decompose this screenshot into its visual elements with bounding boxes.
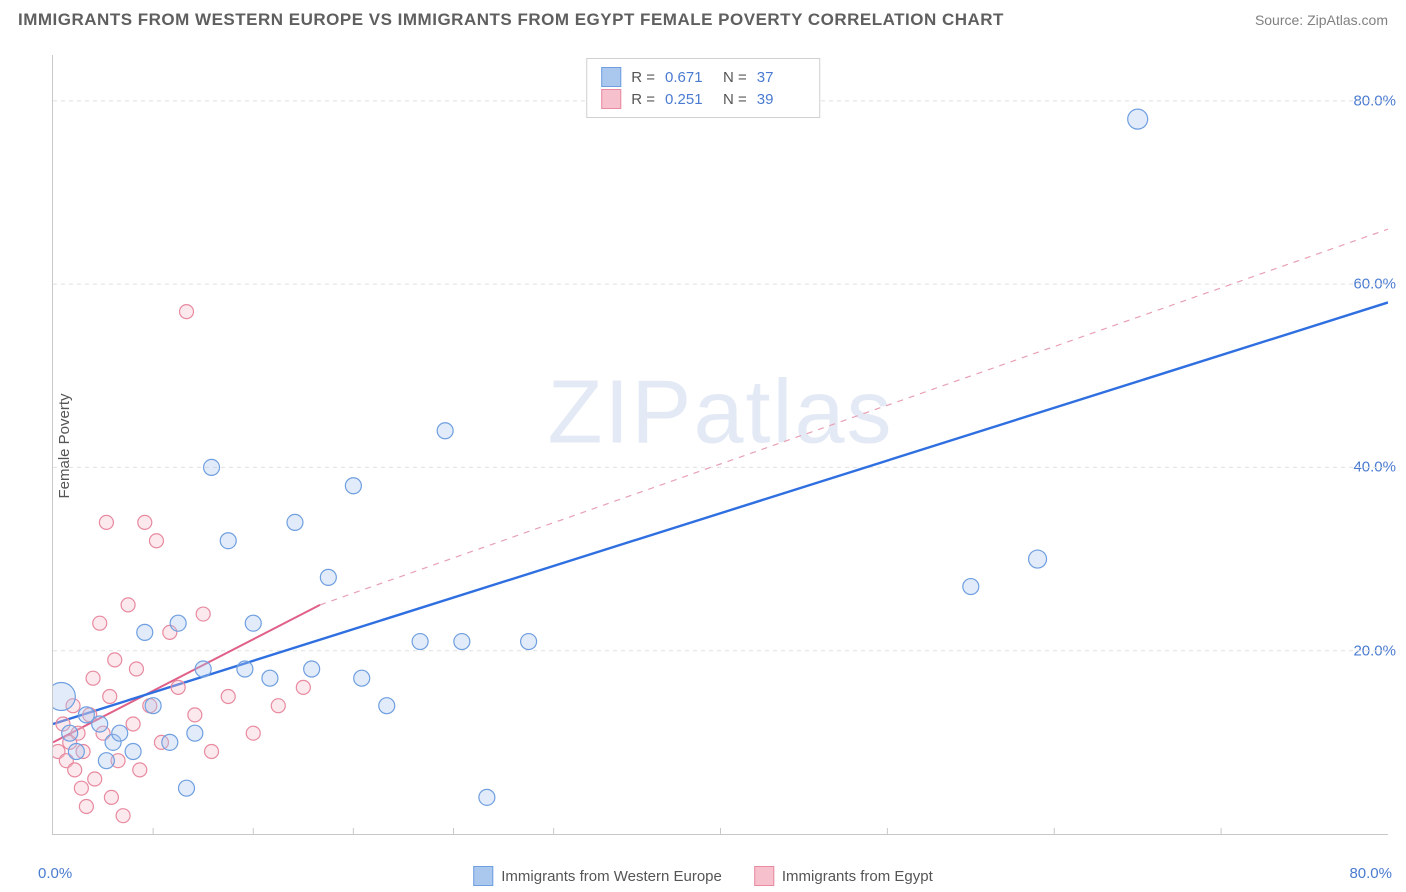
plot-area: ZIPatlas — [52, 55, 1388, 835]
r-label: R = — [631, 91, 655, 108]
n-value-0: 37 — [757, 69, 805, 86]
legend-label-0: Immigrants from Western Europe — [501, 868, 722, 885]
legend-item-1: Immigrants from Egypt — [754, 866, 933, 886]
n-value-1: 39 — [757, 91, 805, 108]
n-label: N = — [723, 91, 747, 108]
x-tick-min: 0.0% — [38, 865, 72, 882]
r-value-0: 0.671 — [665, 69, 713, 86]
stat-row-series-1: R = 0.251 N = 39 — [601, 89, 805, 109]
stat-legend: R = 0.671 N = 37 R = 0.251 N = 39 — [586, 58, 820, 118]
n-label: N = — [723, 69, 747, 86]
chart-svg — [53, 55, 1388, 834]
swatch-series-0 — [601, 67, 621, 87]
x-tick-max: 80.0% — [1349, 865, 1392, 882]
legend-swatch-0 — [473, 866, 493, 886]
legend-item-0: Immigrants from Western Europe — [473, 866, 722, 886]
swatch-series-1 — [601, 89, 621, 109]
header: IMMIGRANTS FROM WESTERN EUROPE VS IMMIGR… — [18, 10, 1388, 30]
source-label: Source: ZipAtlas.com — [1255, 12, 1388, 28]
stat-row-series-0: R = 0.671 N = 37 — [601, 67, 805, 87]
r-label: R = — [631, 69, 655, 86]
legend-swatch-1 — [754, 866, 774, 886]
series-legend: Immigrants from Western Europe Immigrant… — [473, 866, 933, 886]
chart-title: IMMIGRANTS FROM WESTERN EUROPE VS IMMIGR… — [18, 10, 1004, 30]
r-value-1: 0.251 — [665, 91, 713, 108]
legend-label-1: Immigrants from Egypt — [782, 868, 933, 885]
